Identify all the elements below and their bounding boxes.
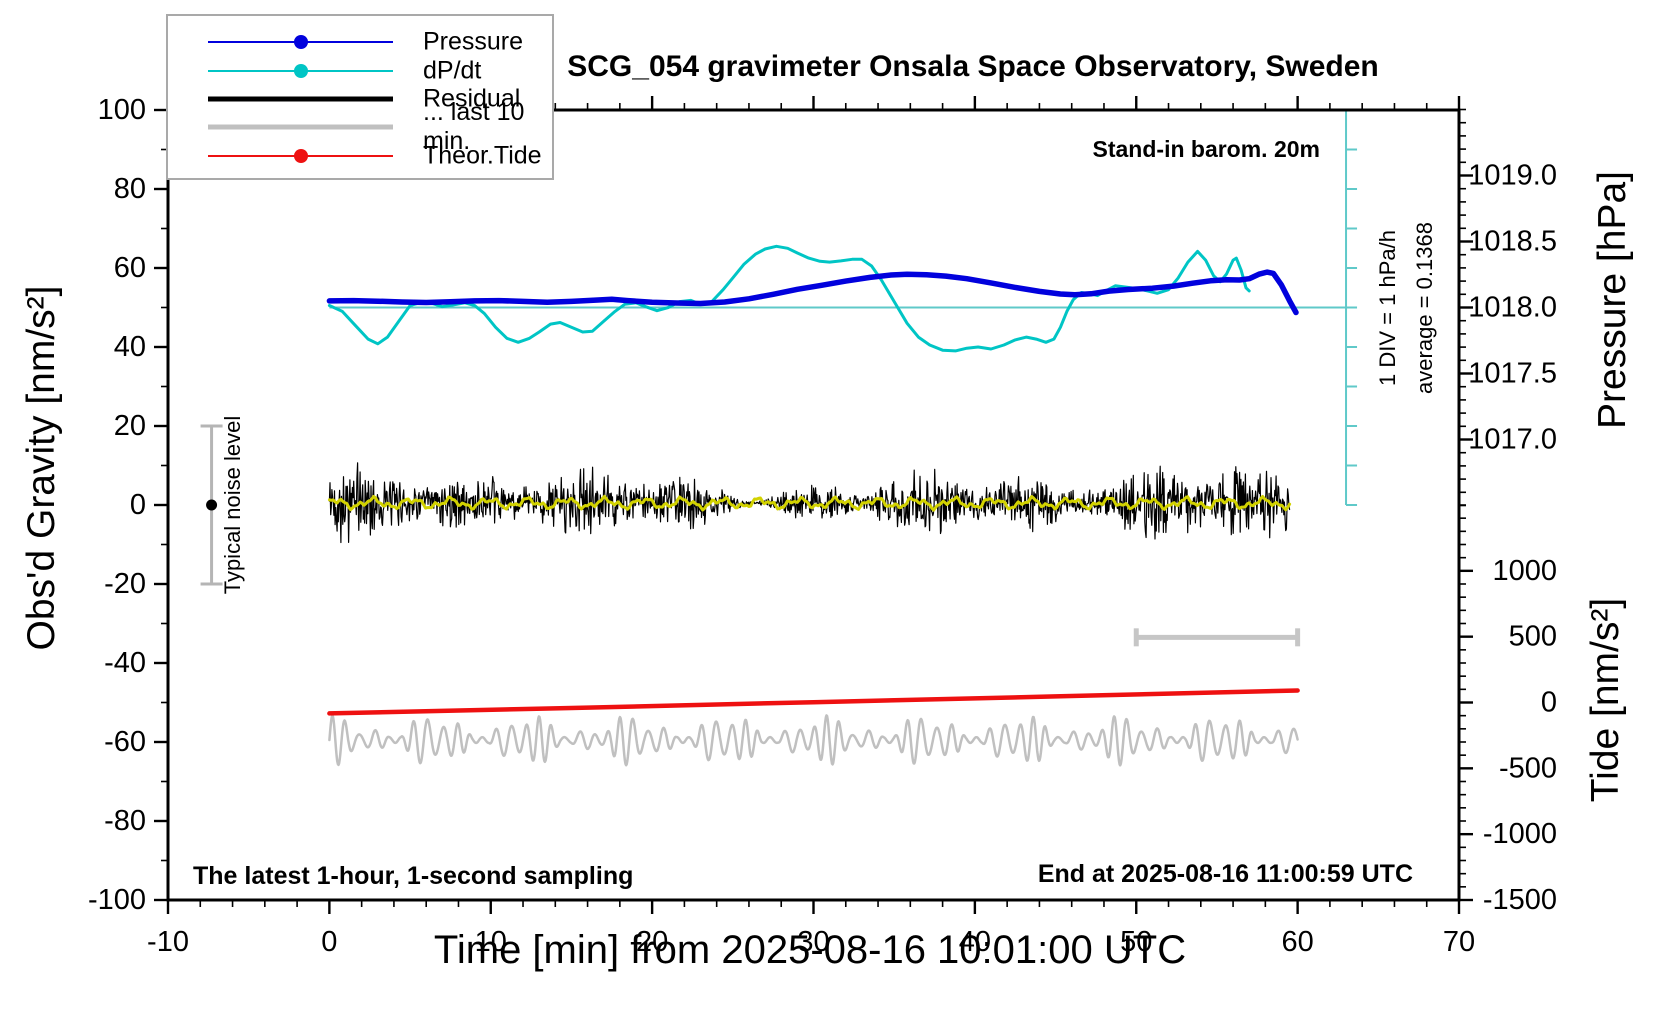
legend-sample-pressure <box>208 27 393 56</box>
svg-text:70: 70 <box>1443 926 1475 958</box>
svg-text:-100: -100 <box>88 884 146 916</box>
svg-text:10: 10 <box>475 926 507 958</box>
svg-text:-10: -10 <box>147 926 189 958</box>
svg-text:20: 20 <box>114 410 146 442</box>
legend-label: dP/dt <box>423 56 482 84</box>
svg-text:1000: 1000 <box>1492 555 1557 587</box>
svg-text:1018.5: 1018.5 <box>1468 226 1557 258</box>
svg-text:60: 60 <box>1281 926 1313 958</box>
page-title: SCG_054 gravimeter Onsala Space Observat… <box>567 50 1379 83</box>
legend-item-last10: ... last 10 min. <box>168 98 552 155</box>
svg-text:1017.5: 1017.5 <box>1468 358 1557 390</box>
y-axis-title-tide: Tide [nm/s²] <box>1584 597 1627 803</box>
svg-text:0: 0 <box>1541 687 1557 719</box>
svg-text:500: 500 <box>1509 621 1557 653</box>
svg-text:20: 20 <box>636 926 668 958</box>
svg-text:0: 0 <box>321 926 337 958</box>
legend-sample-last10 <box>208 112 393 141</box>
svg-text:50: 50 <box>1120 926 1152 958</box>
div-scale-label: 1 DIV = 1 hPa/h <box>1375 230 1400 386</box>
legend-item-dpdt: dP/dt <box>168 56 552 85</box>
pressure-dot-icon <box>293 34 308 49</box>
legend-box: Pressure dP/dt Residual ... last 10 min. <box>166 14 554 180</box>
svg-text:-1500: -1500 <box>1483 884 1557 916</box>
svg-text:-80: -80 <box>104 805 146 837</box>
svg-text:100: 100 <box>98 94 146 126</box>
dpdt-dot-icon <box>293 63 308 78</box>
theortide-dot-icon <box>293 148 308 163</box>
y-axis-title-gravity: Obs'd Gravity [nm/s²] <box>20 285 63 651</box>
svg-text:0: 0 <box>130 489 146 521</box>
legend-sample-dpdt <box>208 56 393 85</box>
legend-label: Residual <box>423 84 521 112</box>
svg-text:60: 60 <box>114 252 146 284</box>
sampling-note: The latest 1-hour, 1-second sampling <box>193 862 634 890</box>
x-axis-title: Time [min] from 2025-08-16 10:01:00 UTC <box>433 928 1187 972</box>
legend-sample-theortide <box>208 141 393 170</box>
legend-sample-residual <box>208 84 393 113</box>
end-time-note: End at 2025-08-16 11:00:59 UTC <box>1037 860 1413 888</box>
svg-text:30: 30 <box>797 926 829 958</box>
y-axis-title-pressure: Pressure [hPa] <box>1591 171 1634 429</box>
legend-item-residual: Residual <box>168 84 552 113</box>
svg-text:-40: -40 <box>104 647 146 679</box>
svg-text:1017.0: 1017.0 <box>1468 424 1557 456</box>
legend-label: ... last 10 min. <box>423 97 525 155</box>
legend-item-pressure: Pressure <box>168 27 552 56</box>
svg-text:1019.0: 1019.0 <box>1468 160 1557 192</box>
legend-label: Theor.Tide <box>423 141 542 169</box>
svg-text:80: 80 <box>114 173 146 205</box>
barometer-note: Stand-in barom. 20m <box>1092 136 1320 162</box>
svg-text:1018.0: 1018.0 <box>1468 292 1557 324</box>
svg-text:40: 40 <box>959 926 991 958</box>
svg-text:40: 40 <box>114 331 146 363</box>
legend-label: Pressure <box>423 27 524 55</box>
svg-text:-20: -20 <box>104 568 146 600</box>
svg-text:-500: -500 <box>1499 752 1557 784</box>
svg-text:-60: -60 <box>104 726 146 758</box>
noise-level-label: Typical noise level <box>220 415 245 595</box>
average-label: average = 0.1368 <box>1412 222 1437 394</box>
svg-text:-1000: -1000 <box>1483 818 1557 850</box>
legend-item-theortide: Theor.Tide <box>168 141 552 170</box>
